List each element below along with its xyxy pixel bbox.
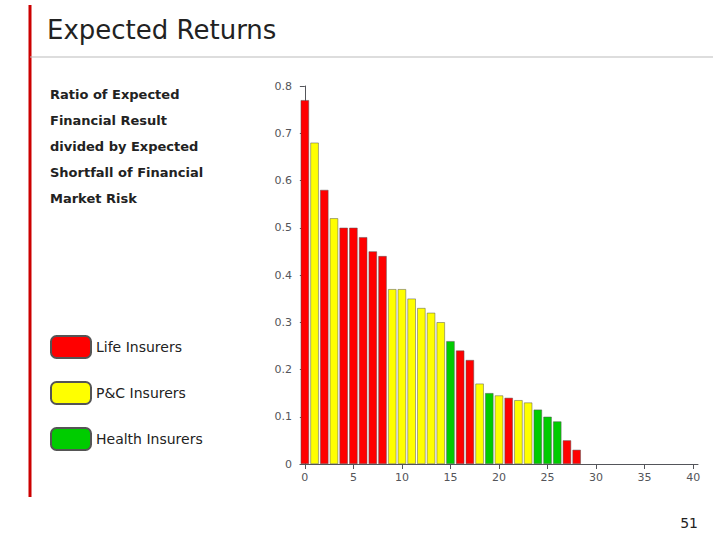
svg-text:Expected Returns: Expected Returns	[47, 15, 276, 45]
svg-text:25: 25	[541, 471, 555, 484]
svg-text:20: 20	[492, 471, 506, 484]
svg-text:Shortfall of Financial: Shortfall of Financial	[50, 165, 203, 180]
svg-text:0.8: 0.8	[275, 80, 293, 93]
svg-text:0.5: 0.5	[275, 221, 293, 234]
svg-text:5: 5	[350, 471, 357, 484]
svg-text:P&C Insurers: P&C Insurers	[96, 385, 186, 401]
svg-text:0: 0	[301, 471, 308, 484]
svg-text:divided by Expected: divided by Expected	[50, 139, 198, 154]
svg-text:Health Insurers: Health Insurers	[96, 431, 203, 447]
svg-text:10: 10	[395, 471, 409, 484]
svg-text:Life Insurers: Life Insurers	[96, 339, 182, 355]
svg-text:30: 30	[589, 471, 603, 484]
svg-text:15: 15	[443, 471, 457, 484]
svg-text:Market Risk: Market Risk	[50, 191, 137, 206]
svg-text:0.2: 0.2	[275, 363, 293, 376]
svg-text:0.3: 0.3	[275, 316, 293, 329]
svg-text:Ratio of Expected: Ratio of Expected	[50, 87, 179, 102]
svg-text:0.1: 0.1	[275, 410, 293, 423]
svg-text:0.6: 0.6	[275, 174, 293, 187]
svg-text:40: 40	[686, 471, 700, 484]
svg-text:0.4: 0.4	[275, 269, 293, 282]
svg-text:51: 51	[680, 515, 698, 531]
svg-text:0: 0	[285, 458, 292, 471]
svg-text:Financial Result: Financial Result	[50, 113, 167, 128]
svg-text:0.7: 0.7	[275, 127, 293, 140]
svg-text:35: 35	[638, 471, 652, 484]
